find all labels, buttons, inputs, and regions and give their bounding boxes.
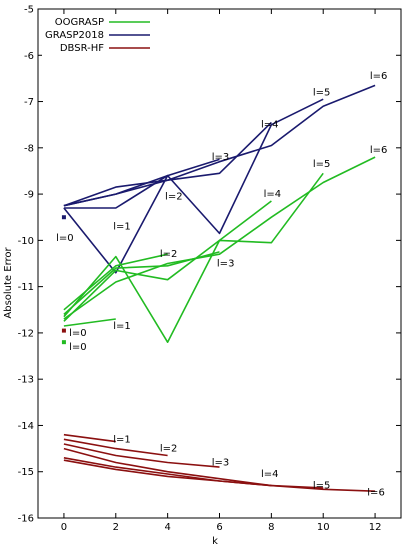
annotation-label: l=6 [370, 145, 388, 156]
series-line-dbsr-hf [63, 438, 168, 457]
y-tick-label: -14 [18, 421, 34, 432]
series-line-dbsr-hf [63, 459, 376, 492]
y-tick-label: -11 [18, 282, 34, 293]
series-line-oograsp [63, 253, 168, 311]
x-tick-label: 6 [216, 522, 222, 533]
annotation-label: l=2 [160, 444, 178, 455]
annotation-label: l=6 [367, 488, 385, 499]
annotation-label: l=4 [264, 189, 282, 200]
y-tick-label: -16 [18, 514, 34, 525]
legend: OOGRASP GRASP2018 DBSR-HF [42, 14, 154, 56]
series-line-oograsp [63, 318, 116, 327]
x-tick-label: 0 [61, 522, 67, 533]
series-line-oograsp [63, 200, 272, 322]
x-tick-label: 10 [317, 522, 330, 533]
annotation-label: l=5 [313, 481, 331, 492]
y-tick-label: -10 [18, 236, 34, 247]
annotation-label: l=3 [217, 259, 235, 270]
y-tick-label: -5 [24, 5, 34, 16]
series-line-grasp2018 [63, 158, 220, 207]
x-axis-ticks: 0 2 4 6 8 10 12 [61, 9, 382, 533]
annotation-label: l=1 [113, 221, 131, 232]
series-line-oograsp [63, 251, 220, 315]
annotation-label: l=3 [212, 457, 230, 468]
y-tick-label: -9 [24, 190, 34, 201]
legend-label-oograsp: OOGRASP [55, 17, 104, 28]
annotation-label: l=5 [313, 87, 331, 98]
series-point-dbsr-hf [61, 328, 66, 333]
legend-label-dbsr-hf: DBSR-HF [60, 43, 104, 54]
annotation-label: l=0 [56, 233, 74, 244]
x-tick-label: 4 [164, 522, 170, 533]
series-line-grasp2018 [63, 98, 324, 274]
x-tick-label: 12 [369, 522, 382, 533]
y-axis-ticks: -16 -15 -14 -13 -12 -11 -10 -9 -8 -7 -6 -5 [18, 5, 401, 525]
series-line-dbsr-hf [63, 433, 116, 443]
annotations: l=0 l=1 l=2 l=3 l=4 l=5 l=6 l=0 l=0 l=1 l=2 l=3 l=4 l… [56, 71, 387, 498]
x-axis-label: k [212, 536, 218, 547]
annotation-label: l=4 [261, 120, 279, 131]
y-tick-label: -7 [24, 97, 34, 108]
y-tick-label: -8 [24, 143, 34, 154]
annotation-label: l=0 [69, 328, 87, 339]
annotation-label: l=4 [261, 469, 279, 480]
y-tick-label: -12 [18, 328, 34, 339]
x-tick-label: 2 [113, 522, 119, 533]
y-tick-label: -13 [18, 375, 34, 386]
annotation-label: l=2 [165, 191, 183, 202]
series-line-oograsp [63, 156, 376, 320]
series-line-oograsp [63, 172, 324, 344]
x-tick-label: 8 [268, 522, 274, 533]
annotation-label: l=6 [370, 71, 388, 82]
annotation-label: l=3 [212, 152, 230, 163]
y-tick-label: -15 [18, 467, 34, 478]
legend-label-grasp2018: GRASP2018 [45, 30, 104, 41]
y-axis-label: Absolute Error [3, 246, 14, 318]
series-line-grasp2018 [63, 174, 169, 209]
series-point-grasp2018 [61, 215, 66, 220]
series-lines [61, 84, 376, 492]
annotation-label: l=0 [69, 342, 87, 353]
annotation-label: l=1 [113, 434, 131, 445]
y-tick-label: -6 [24, 51, 34, 62]
series-line-dbsr-hf [63, 443, 220, 468]
series-line-dbsr-hf [63, 457, 324, 489]
series-line-grasp2018 [63, 84, 376, 207]
series-line-dbsr-hf [63, 447, 272, 487]
annotation-label: l=5 [313, 159, 331, 170]
annotation-label: l=2 [160, 249, 178, 260]
series-point-oograsp [61, 340, 66, 345]
annotation-label: l=1 [113, 321, 131, 332]
